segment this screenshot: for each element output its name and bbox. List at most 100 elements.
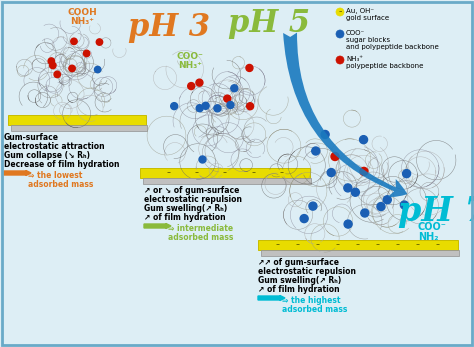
- Circle shape: [374, 242, 382, 248]
- Circle shape: [331, 152, 339, 161]
- Circle shape: [344, 184, 352, 192]
- Circle shape: [377, 203, 385, 211]
- Circle shape: [435, 242, 441, 248]
- Text: adsorbed mass: adsorbed mass: [282, 305, 347, 314]
- Circle shape: [199, 156, 206, 163]
- Text: sugar blocks: sugar blocks: [346, 37, 390, 43]
- Circle shape: [309, 202, 317, 210]
- Circle shape: [278, 169, 285, 177]
- Text: pH 3: pH 3: [128, 12, 210, 43]
- Text: COO⁻: COO⁻: [346, 30, 365, 36]
- Circle shape: [69, 65, 75, 71]
- Circle shape: [414, 242, 421, 248]
- Text: ⇒ the highest: ⇒ the highest: [282, 296, 340, 305]
- Text: COO⁻: COO⁻: [176, 52, 203, 61]
- Circle shape: [165, 169, 172, 177]
- Circle shape: [54, 71, 61, 78]
- Text: Gum swelling(↗ Rₕ): Gum swelling(↗ Rₕ): [144, 204, 227, 213]
- Text: −: −: [316, 243, 320, 247]
- Text: gold surface: gold surface: [346, 15, 389, 21]
- Text: COO⁻: COO⁻: [418, 222, 447, 232]
- FancyArrowPatch shape: [283, 33, 407, 197]
- Text: ⇒ intermediate: ⇒ intermediate: [168, 224, 233, 233]
- Text: −: −: [296, 243, 300, 247]
- Text: −: −: [276, 243, 280, 247]
- Text: NH₃⁺: NH₃⁺: [70, 17, 94, 26]
- Text: −: −: [166, 170, 170, 176]
- Circle shape: [250, 169, 257, 177]
- Circle shape: [402, 170, 410, 178]
- Text: −: −: [223, 170, 227, 176]
- Circle shape: [351, 188, 359, 196]
- Circle shape: [336, 56, 344, 64]
- Circle shape: [344, 220, 352, 228]
- Text: Decrease of film hydration: Decrease of film hydration: [4, 160, 119, 169]
- Circle shape: [300, 214, 308, 222]
- Circle shape: [48, 58, 55, 64]
- Circle shape: [274, 242, 282, 248]
- Text: pH 5: pH 5: [228, 8, 310, 39]
- Circle shape: [171, 103, 178, 110]
- Circle shape: [401, 201, 409, 209]
- FancyArrow shape: [4, 170, 31, 176]
- Text: electrostatic repulsion: electrostatic repulsion: [258, 267, 356, 276]
- Circle shape: [361, 209, 369, 217]
- Circle shape: [360, 136, 367, 144]
- Circle shape: [294, 242, 301, 248]
- Circle shape: [196, 79, 203, 86]
- Bar: [258, 240, 458, 250]
- Text: COOH: COOH: [67, 8, 97, 17]
- Text: −: −: [251, 170, 255, 176]
- Bar: [140, 168, 310, 178]
- Text: pH 7: pH 7: [398, 195, 474, 228]
- Bar: [11, 125, 147, 131]
- Text: polypeptide backbone: polypeptide backbone: [346, 63, 423, 69]
- Circle shape: [231, 85, 238, 92]
- Circle shape: [355, 242, 362, 248]
- Text: −: −: [336, 243, 340, 247]
- Text: −: −: [396, 243, 400, 247]
- Text: ↗ of film hydration: ↗ of film hydration: [144, 213, 226, 222]
- Text: Gum collapse (↘ Rₕ): Gum collapse (↘ Rₕ): [4, 151, 90, 160]
- Circle shape: [312, 147, 320, 155]
- Bar: [143, 178, 311, 184]
- Text: −: −: [376, 243, 380, 247]
- Circle shape: [383, 196, 391, 204]
- Text: −: −: [416, 243, 420, 247]
- FancyArrow shape: [144, 223, 171, 229]
- Circle shape: [214, 105, 221, 112]
- Circle shape: [335, 242, 341, 248]
- Circle shape: [246, 65, 253, 71]
- Circle shape: [360, 167, 368, 175]
- FancyArrow shape: [258, 296, 285, 301]
- Text: electrostatic repulsion: electrostatic repulsion: [144, 195, 242, 204]
- Circle shape: [202, 102, 209, 109]
- Text: Gum-surface: Gum-surface: [4, 133, 59, 142]
- Circle shape: [193, 169, 200, 177]
- Text: adsorbed mass: adsorbed mass: [28, 180, 93, 189]
- Text: ⇒ the lowest: ⇒ the lowest: [28, 171, 82, 180]
- Text: ↗↗ of gum-surface: ↗↗ of gum-surface: [258, 258, 339, 267]
- Circle shape: [394, 242, 401, 248]
- Text: and polypeptide backbone: and polypeptide backbone: [346, 44, 439, 50]
- Text: −: −: [195, 170, 199, 176]
- Circle shape: [188, 83, 195, 90]
- Circle shape: [71, 38, 77, 44]
- Text: −: −: [280, 170, 284, 176]
- Circle shape: [336, 30, 344, 38]
- Circle shape: [96, 39, 103, 45]
- Circle shape: [196, 105, 203, 112]
- Text: NH₃⁺: NH₃⁺: [346, 56, 363, 62]
- Text: ↗ of film hydration: ↗ of film hydration: [258, 285, 340, 294]
- Circle shape: [327, 169, 335, 177]
- Circle shape: [50, 62, 56, 69]
- Circle shape: [315, 242, 321, 248]
- Text: −: −: [436, 243, 440, 247]
- Text: Au, OH⁻: Au, OH⁻: [346, 8, 374, 14]
- Bar: [261, 250, 459, 256]
- Text: NH₂: NH₂: [418, 232, 438, 242]
- Circle shape: [336, 8, 344, 16]
- Circle shape: [321, 130, 329, 138]
- Circle shape: [246, 103, 254, 110]
- Bar: [8, 115, 146, 125]
